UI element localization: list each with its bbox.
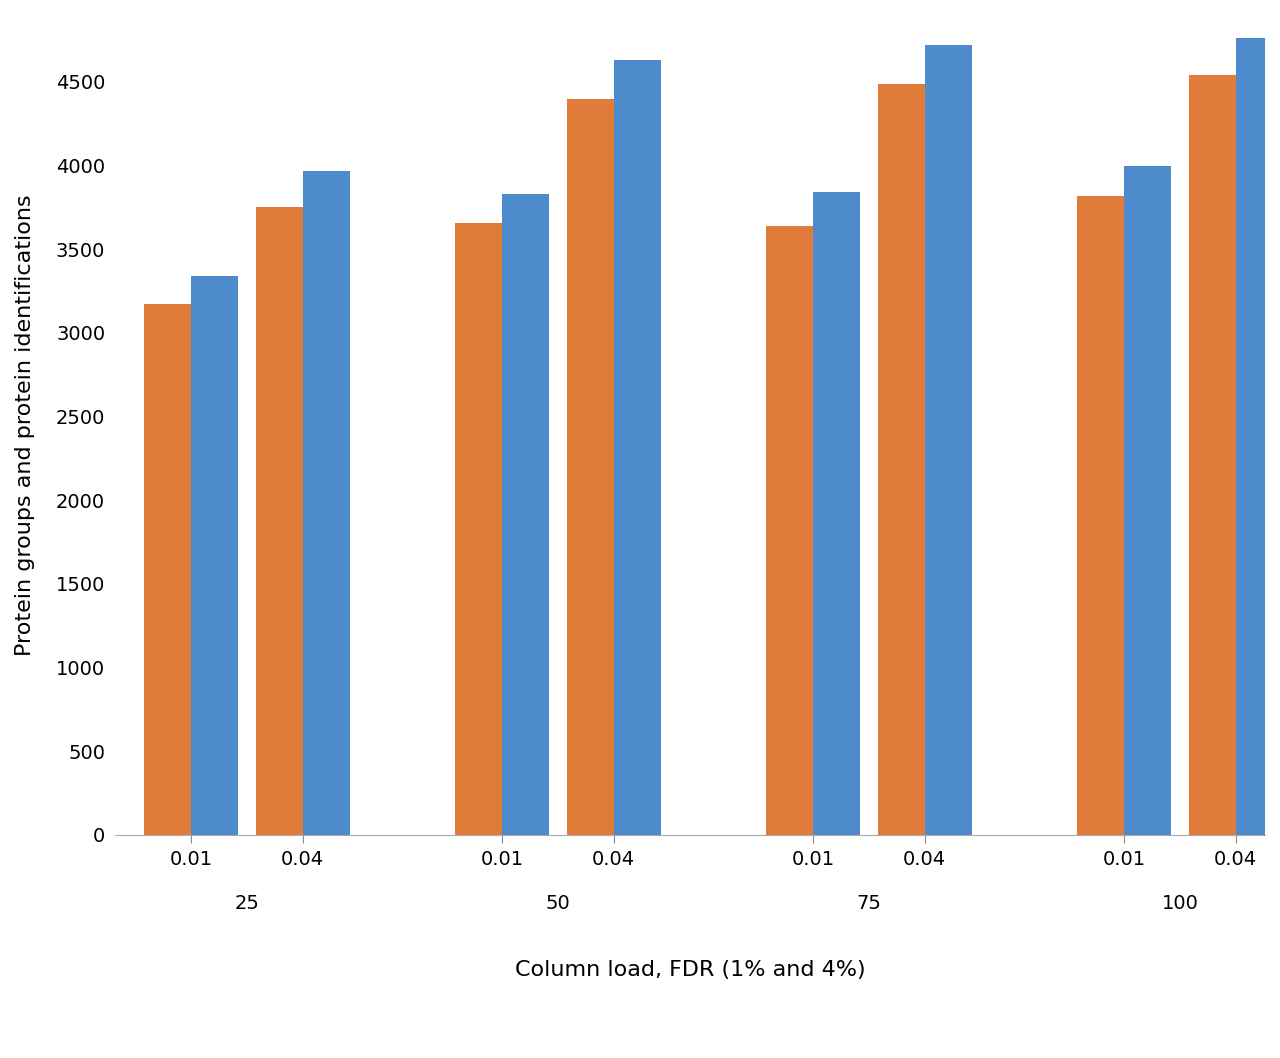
X-axis label: Column load, FDR (1% and 4%): Column load, FDR (1% and 4%)	[515, 960, 865, 980]
Bar	[256, 207, 302, 835]
Bar	[502, 194, 549, 835]
Text: 50: 50	[545, 894, 571, 913]
Bar	[1078, 196, 1124, 835]
Bar	[456, 222, 502, 835]
Text: 75: 75	[856, 894, 882, 913]
Bar	[767, 225, 813, 835]
Bar	[813, 193, 860, 835]
Text: 25: 25	[234, 894, 260, 913]
Y-axis label: Protein groups and protein identifications: Protein groups and protein identificatio…	[15, 195, 35, 656]
Bar	[924, 45, 972, 835]
Bar	[1124, 166, 1171, 835]
Bar	[302, 170, 349, 835]
Bar	[613, 60, 660, 835]
Bar	[1189, 75, 1235, 835]
Bar	[145, 305, 191, 835]
Bar	[1235, 38, 1280, 835]
Bar	[878, 84, 924, 835]
Bar	[567, 98, 613, 835]
Text: 100: 100	[1161, 894, 1198, 913]
Bar	[191, 276, 238, 835]
